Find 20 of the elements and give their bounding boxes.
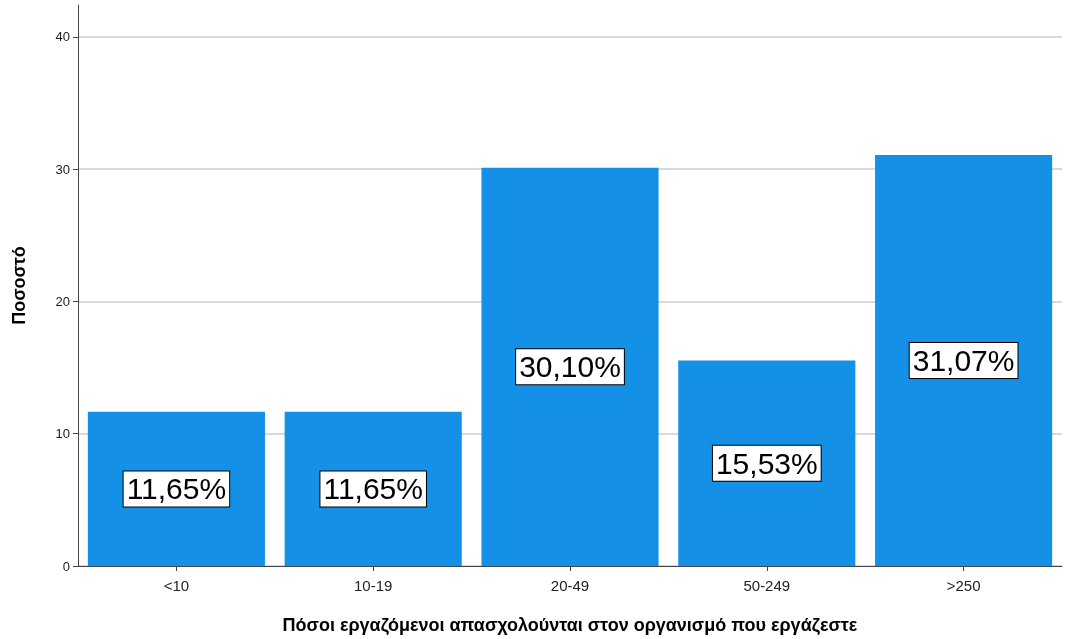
x-tick-label: 50-249: [743, 577, 791, 594]
y-tick-label: 30: [55, 161, 70, 177]
y-axis-title: Ποσοστό: [9, 246, 29, 325]
x-tick-label: 20-49: [550, 577, 590, 594]
data-label: 30,10%: [519, 350, 621, 384]
x-axis-title: Πόσοι εργαζόμενοι απασχολούνται στον οργανισμό που εργάζεστε: [282, 615, 858, 636]
data-label: 11,65%: [323, 472, 423, 506]
bar: [678, 360, 856, 566]
data-label: 11,65%: [126, 472, 227, 506]
y-tick-label: 40: [55, 29, 70, 45]
y-tick-label: 0: [62, 558, 70, 574]
x-tick-label: <10: [163, 577, 190, 594]
data-label: 15,53%: [715, 446, 818, 480]
y-tick-label: 20: [55, 293, 70, 309]
x-tick-label: 10-19: [354, 577, 393, 594]
x-tick-label: >250: [946, 577, 981, 594]
bar: [481, 167, 659, 566]
y-tick-label: 10: [55, 426, 70, 442]
data-label: 31,07%: [912, 343, 1015, 377]
bar: [875, 154, 1053, 566]
